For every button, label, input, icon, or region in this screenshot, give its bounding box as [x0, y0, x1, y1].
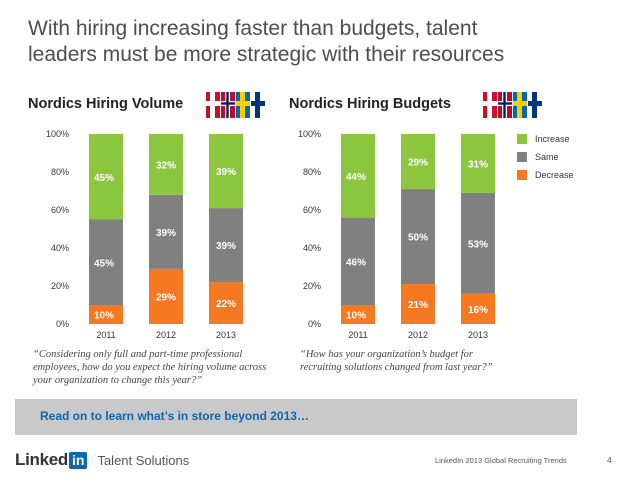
legend-item-decrease: Decrease [517, 166, 574, 184]
y-tick-label: 60% [51, 205, 69, 215]
bar-decrease-2013 [209, 282, 243, 324]
x-tick-label-2013: 2013 [216, 330, 236, 340]
bar-decrease-2011 [341, 305, 375, 324]
legend-swatch-decrease [517, 170, 527, 180]
norway-flag-icon [498, 92, 512, 118]
hiring-budgets-caption: “How has your organization’s budget for … [300, 349, 493, 373]
report-name: LinkedIn 2013 Global Recruiting Trends [435, 456, 567, 465]
logo-in-box: in [69, 451, 88, 469]
y-tick-label: 40% [303, 243, 321, 253]
y-tick-label: 40% [51, 243, 69, 253]
data-label-same-2012: 50% [408, 233, 428, 244]
hiring-volume-caption: “Considering only full and part-time pro… [33, 349, 267, 386]
data-label-increase-2011: 44% [346, 172, 366, 183]
chart-legend: Increase Same Decrease [517, 130, 574, 184]
x-tick-label-2011: 2011 [96, 330, 115, 340]
nordic-flags-budgets [483, 92, 542, 118]
logo-linked-text: Linked [15, 450, 68, 469]
y-tick-label: 20% [51, 281, 69, 291]
slide-title: With hiring increasing faster than budge… [28, 16, 628, 68]
denmark-flag-icon [206, 92, 220, 118]
slide-title-line-1: With hiring increasing faster than budge… [28, 17, 478, 40]
data-label-same-2011: 46% [346, 257, 366, 268]
data-label-same-2013: 39% [216, 241, 236, 252]
y-tick-label: 80% [303, 167, 321, 177]
bar-increase-2013 [209, 134, 243, 209]
y-tick-label: 100% [298, 129, 321, 139]
data-label-decrease-2013: 22% [216, 299, 236, 310]
data-label-increase-2012: 29% [408, 158, 428, 169]
bar-same-2011 [341, 217, 375, 305]
bar-same-2013 [209, 208, 243, 283]
y-tick-label: 60% [303, 205, 321, 215]
finland-flag-icon [528, 92, 542, 118]
y-tick-label: 100% [46, 129, 69, 139]
data-label-increase-2011: 45% [94, 173, 114, 184]
bar-increase-2011 [89, 134, 123, 220]
data-label-same-2011: 45% [94, 258, 114, 269]
legend-swatch-same [517, 152, 527, 162]
data-label-increase-2013: 39% [216, 167, 236, 178]
hiring-budgets-chart: 0% 20% 40% 60% 80% 100% 10% 46% 44% 2011 21% 50% 29%… [298, 129, 495, 340]
hiring-volume-title: Nordics Hiring Volume [28, 96, 184, 112]
data-label-increase-2013: 31% [468, 159, 488, 170]
bar-same-2013 [461, 192, 495, 294]
legend-item-increase: Increase [517, 130, 574, 148]
data-label-same-2012: 39% [156, 228, 176, 239]
denmark-flag-icon [483, 92, 497, 118]
x-tick-label-2011: 2011 [348, 330, 367, 340]
data-label-same-2013: 53% [468, 239, 488, 250]
sweden-flag-icon [513, 92, 527, 118]
x-tick-label-2012: 2012 [408, 330, 428, 340]
bar-decrease-2012 [401, 284, 435, 324]
data-label-decrease-2012: 21% [408, 300, 428, 311]
norway-flag-icon [221, 92, 235, 118]
cta-link[interactable]: Read on to learn what’s in store beyond … [40, 409, 309, 423]
page-number: 4 [607, 455, 612, 465]
y-tick-label: 0% [56, 319, 69, 329]
x-tick-label-2012: 2012 [156, 330, 176, 340]
bar-increase-2011 [341, 134, 375, 218]
bar-same-2011 [89, 219, 123, 305]
slide-title-line-2: leaders must be more strategic with thei… [28, 43, 505, 66]
legend-item-same: Same [517, 148, 574, 166]
legend-swatch-increase [517, 134, 527, 144]
bar-decrease-2012 [149, 268, 183, 324]
sweden-flag-icon [236, 92, 250, 118]
hiring-budgets-title: Nordics Hiring Budgets [289, 96, 451, 112]
y-tick-label: 20% [303, 281, 321, 291]
bar-increase-2012 [149, 134, 183, 195]
bar-decrease-2011 [89, 305, 123, 324]
legend-label-decrease: Decrease [535, 170, 574, 180]
hiring-volume-chart: 0% 20% 40% 60% 80% 100% 10% 45% 45% 2011 29% 39% 32%… [46, 129, 243, 340]
y-tick-label: 0% [308, 319, 321, 329]
data-label-decrease-2012: 29% [156, 292, 176, 303]
bar-decrease-2013 [461, 293, 495, 324]
y-tick-label: 80% [51, 167, 69, 177]
x-tick-label-2013: 2013 [468, 330, 488, 340]
finland-flag-icon [251, 92, 265, 118]
nordic-flags-volume [206, 92, 265, 118]
bar-same-2012 [149, 194, 183, 269]
data-label-decrease-2013: 16% [468, 305, 488, 316]
legend-label-increase: Increase [535, 134, 570, 144]
bar-increase-2013 [461, 134, 495, 193]
data-label-decrease-2011: 10% [94, 311, 114, 322]
data-label-decrease-2011: 10% [346, 311, 366, 322]
data-label-increase-2012: 32% [156, 160, 176, 171]
linkedin-talent-solutions-logo: Linked in Talent Solutions [15, 450, 189, 470]
logo-product-name: Talent Solutions [97, 452, 190, 468]
legend-label-same: Same [535, 152, 559, 162]
cta-banner [15, 399, 577, 435]
bar-same-2012 [401, 189, 435, 285]
bar-increase-2012 [401, 134, 435, 190]
